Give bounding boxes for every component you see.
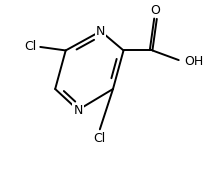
Text: N: N [96,25,105,38]
Text: N: N [73,104,83,117]
Text: OH: OH [184,55,203,68]
Text: Cl: Cl [94,132,106,145]
Text: O: O [150,4,160,17]
Text: Cl: Cl [25,40,37,53]
